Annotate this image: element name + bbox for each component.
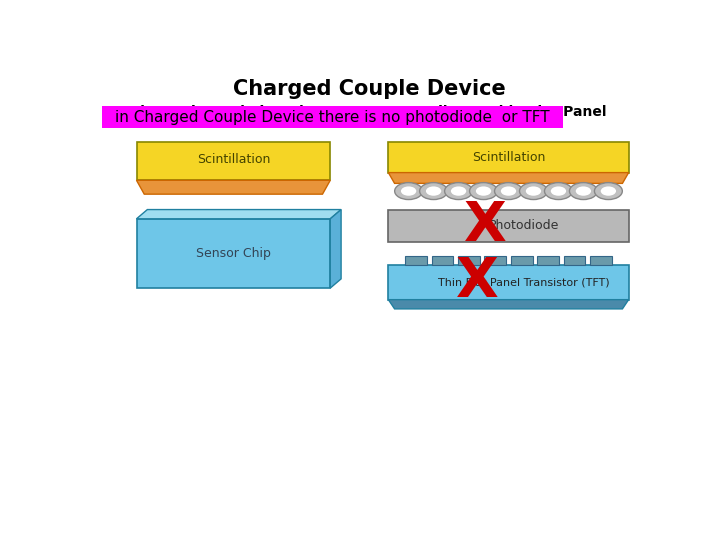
Polygon shape	[405, 256, 427, 265]
Ellipse shape	[395, 183, 423, 200]
Polygon shape	[388, 300, 629, 309]
Ellipse shape	[544, 183, 572, 200]
Polygon shape	[388, 173, 629, 184]
Ellipse shape	[576, 186, 591, 195]
Polygon shape	[137, 210, 341, 219]
Text: X: X	[464, 199, 507, 253]
Ellipse shape	[469, 183, 498, 200]
Polygon shape	[510, 256, 533, 265]
Ellipse shape	[476, 186, 491, 195]
Polygon shape	[388, 142, 629, 173]
FancyBboxPatch shape	[102, 106, 563, 128]
Ellipse shape	[551, 186, 566, 195]
Polygon shape	[137, 180, 330, 194]
Polygon shape	[458, 256, 480, 265]
Polygon shape	[388, 265, 629, 300]
Polygon shape	[590, 256, 611, 265]
Text: Scintillation: Scintillation	[472, 151, 545, 164]
Ellipse shape	[445, 183, 472, 200]
Polygon shape	[388, 210, 629, 242]
Ellipse shape	[426, 186, 441, 195]
Ellipse shape	[451, 186, 467, 195]
Text: Charged Coupled Device: Charged Coupled Device	[130, 105, 321, 119]
Polygon shape	[537, 256, 559, 265]
Ellipse shape	[520, 183, 547, 200]
Text: Charged Couple Device: Charged Couple Device	[233, 79, 505, 99]
Ellipse shape	[501, 186, 516, 195]
Text: Thin Flat Panel Transistor (TFT): Thin Flat Panel Transistor (TFT)	[438, 278, 610, 287]
Text: Scintillation: Scintillation	[197, 153, 270, 166]
Polygon shape	[137, 219, 330, 288]
Ellipse shape	[595, 183, 622, 200]
Polygon shape	[137, 142, 330, 180]
Ellipse shape	[401, 186, 416, 195]
Ellipse shape	[570, 183, 598, 200]
Polygon shape	[564, 256, 585, 265]
Text: Sensor Chip: Sensor Chip	[196, 247, 271, 260]
Text: in Charged Couple Device there is no photodiode  or TFT: in Charged Couple Device there is no pho…	[115, 110, 549, 125]
Ellipse shape	[526, 186, 541, 195]
Text: X: X	[456, 255, 499, 309]
Ellipse shape	[420, 183, 448, 200]
Text: Photodiode: Photodiode	[489, 219, 559, 232]
Polygon shape	[330, 210, 341, 288]
Polygon shape	[432, 256, 454, 265]
Ellipse shape	[600, 186, 616, 195]
Polygon shape	[485, 256, 506, 265]
Ellipse shape	[495, 183, 523, 200]
Text: Indirect: Thin Flat Panel: Indirect: Thin Flat Panel	[418, 105, 607, 119]
